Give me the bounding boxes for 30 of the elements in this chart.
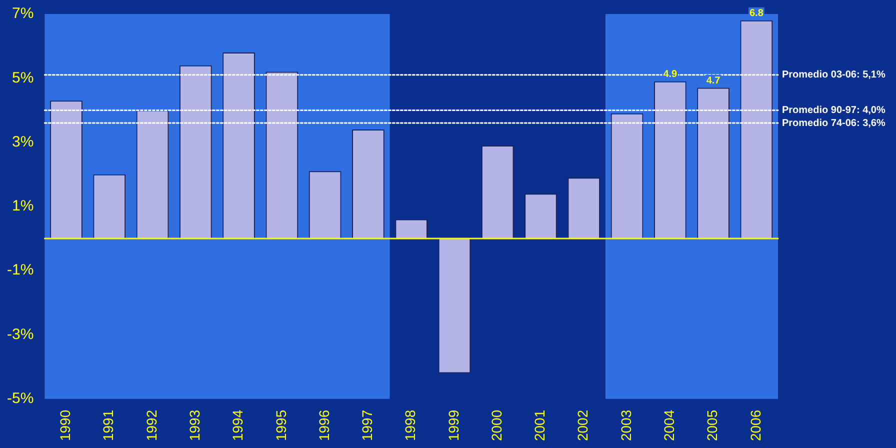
x-tick-label: 2005	[704, 410, 720, 442]
x-tick-label: 2000	[488, 410, 504, 442]
y-tick-label: -5%	[6, 390, 34, 407]
x-tick-label: 2003	[618, 410, 634, 442]
data-label: 6.8	[749, 8, 764, 20]
x-tick-label: 2006	[747, 410, 764, 442]
data-label: 4.7	[706, 76, 721, 87]
y-tick-label: 1%	[12, 198, 34, 215]
x-tick-label: 1991	[100, 410, 116, 442]
x-tick-label: 1993	[186, 410, 203, 442]
x-tick-label: 1990	[57, 410, 74, 442]
ref-line-label: Promedio 03-06: 5,1%	[782, 70, 886, 81]
x-tick-label: 2001	[532, 410, 548, 442]
y-tick-label: 3%	[12, 133, 34, 150]
y-tick-label: 5%	[12, 69, 34, 86]
x-tick-label: 1998	[402, 410, 418, 442]
ref-line-label: Promedio 74-06: 3,6%	[782, 118, 886, 129]
y-tick-label: -3%	[6, 326, 34, 343]
y-tick-label: 7%	[12, 5, 34, 22]
x-tick-label: 1992	[143, 410, 160, 442]
y-tick-label: -1%	[6, 262, 34, 279]
x-tick-label: 1997	[359, 410, 376, 442]
ref-line-label: Promedio 90-97: 4,0%	[782, 104, 886, 116]
x-tick-label: 2002	[574, 410, 591, 442]
x-tick-label: 2004	[661, 410, 678, 442]
x-tick-label: 1996	[316, 410, 332, 442]
x-tick-label: 1995	[272, 410, 289, 442]
data-label: 4.9	[663, 69, 678, 80]
x-tick-label: 1999	[445, 410, 462, 442]
x-tick-label: 1994	[230, 410, 246, 442]
